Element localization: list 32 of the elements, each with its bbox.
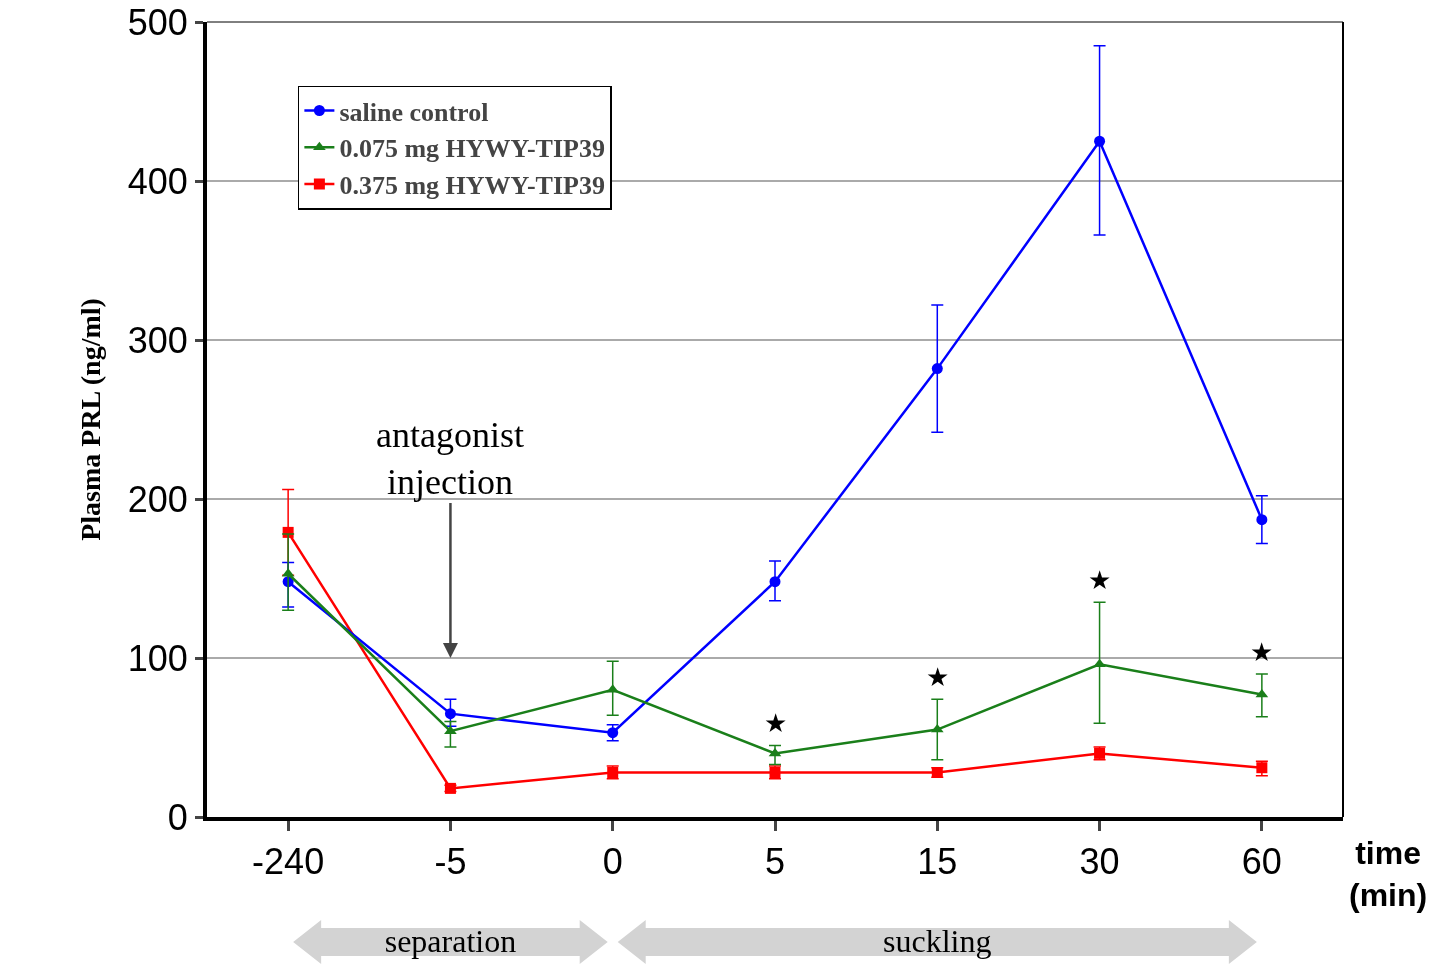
- y-axis-title: Plasma PRL (ng/ml): [74, 298, 106, 541]
- y-tick-label: 0: [167, 796, 188, 838]
- x-tick-label: 5: [764, 841, 786, 883]
- annotation: ★: [1088, 565, 1112, 595]
- annotation: ★: [1250, 637, 1274, 667]
- x-tick-label: 60: [1241, 841, 1282, 883]
- y-tick-label: 300: [127, 319, 188, 361]
- y-tick-label: 500: [127, 1, 188, 43]
- y-tick-label: 100: [127, 637, 188, 679]
- annotation: ★: [926, 662, 950, 692]
- annotation: antagonist injection: [376, 415, 524, 502]
- x-tick-label: -5: [434, 841, 467, 883]
- point: [1094, 135, 1106, 147]
- text: suckling: [883, 923, 992, 959]
- x-axis-title: time (min): [1349, 835, 1428, 913]
- x-tick-label: 0: [602, 841, 623, 883]
- point: [769, 576, 781, 588]
- x-tick-label: 15: [917, 841, 958, 883]
- y-tick-label: 200: [127, 478, 188, 520]
- y-tick-label: 400: [127, 160, 188, 202]
- legend-label: saline control: [339, 97, 489, 127]
- legend-label: 0.375 mg HYWY-TIP39: [339, 171, 605, 201]
- point: [768, 747, 782, 757]
- legend-label: 0.075 mg HYWY-TIP39: [339, 134, 605, 164]
- point: [1093, 658, 1106, 668]
- x-tick-label: 30: [1079, 841, 1120, 883]
- point: [1256, 514, 1268, 526]
- point: [931, 363, 943, 375]
- x-tick-label: -240: [252, 841, 325, 883]
- text: separation: [384, 923, 517, 959]
- annotation: ★: [764, 708, 788, 738]
- point: [444, 708, 456, 720]
